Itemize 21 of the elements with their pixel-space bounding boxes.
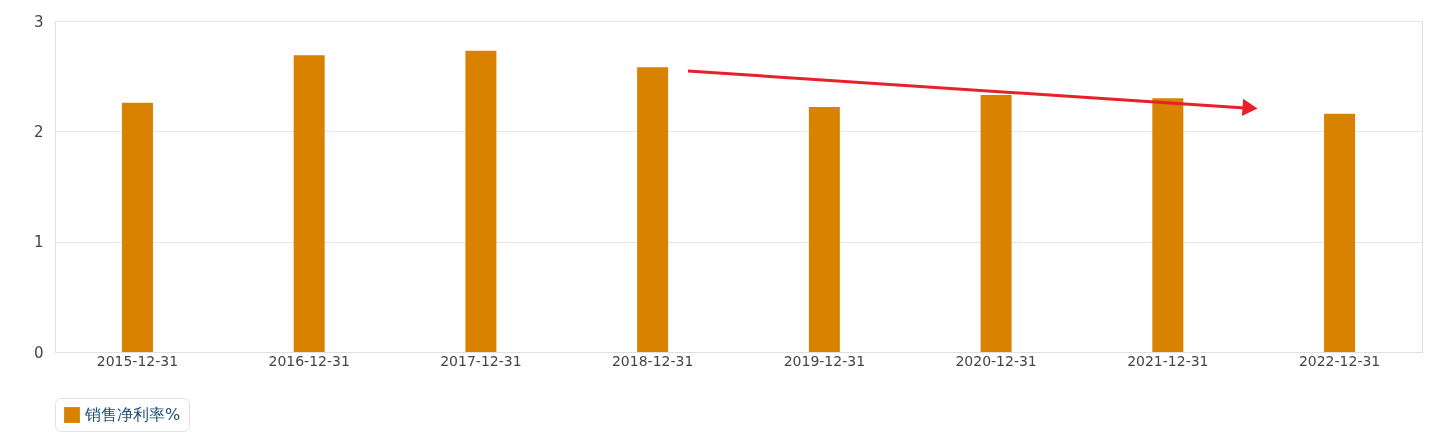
x-tick-label: 2019-12-31 [783,352,866,369]
bar [465,50,497,352]
bar [121,102,153,352]
bar [637,67,669,352]
legend-label: 销售净利率% [84,405,181,424]
x-tick-label: 2020-12-31 [955,352,1037,369]
y-tick-label: 1 [33,233,44,252]
bar [1324,113,1356,352]
bar [293,55,325,352]
bar [808,107,840,352]
bar [1152,98,1184,352]
x-tick-label: 2018-12-31 [611,352,694,369]
x-tick-label: 2016-12-31 [268,352,350,369]
x-tick-label: 2021-12-31 [1127,352,1209,369]
x-tick-label: 2017-12-31 [440,352,522,369]
x-tick-label: 2022-12-31 [1298,352,1381,369]
x-tick-label: 2015-12-31 [96,352,179,369]
y-tick-label: 0 [33,343,44,362]
y-tick-label: 3 [33,12,44,31]
y-tick-label: 2 [33,122,44,141]
bar [980,94,1012,352]
